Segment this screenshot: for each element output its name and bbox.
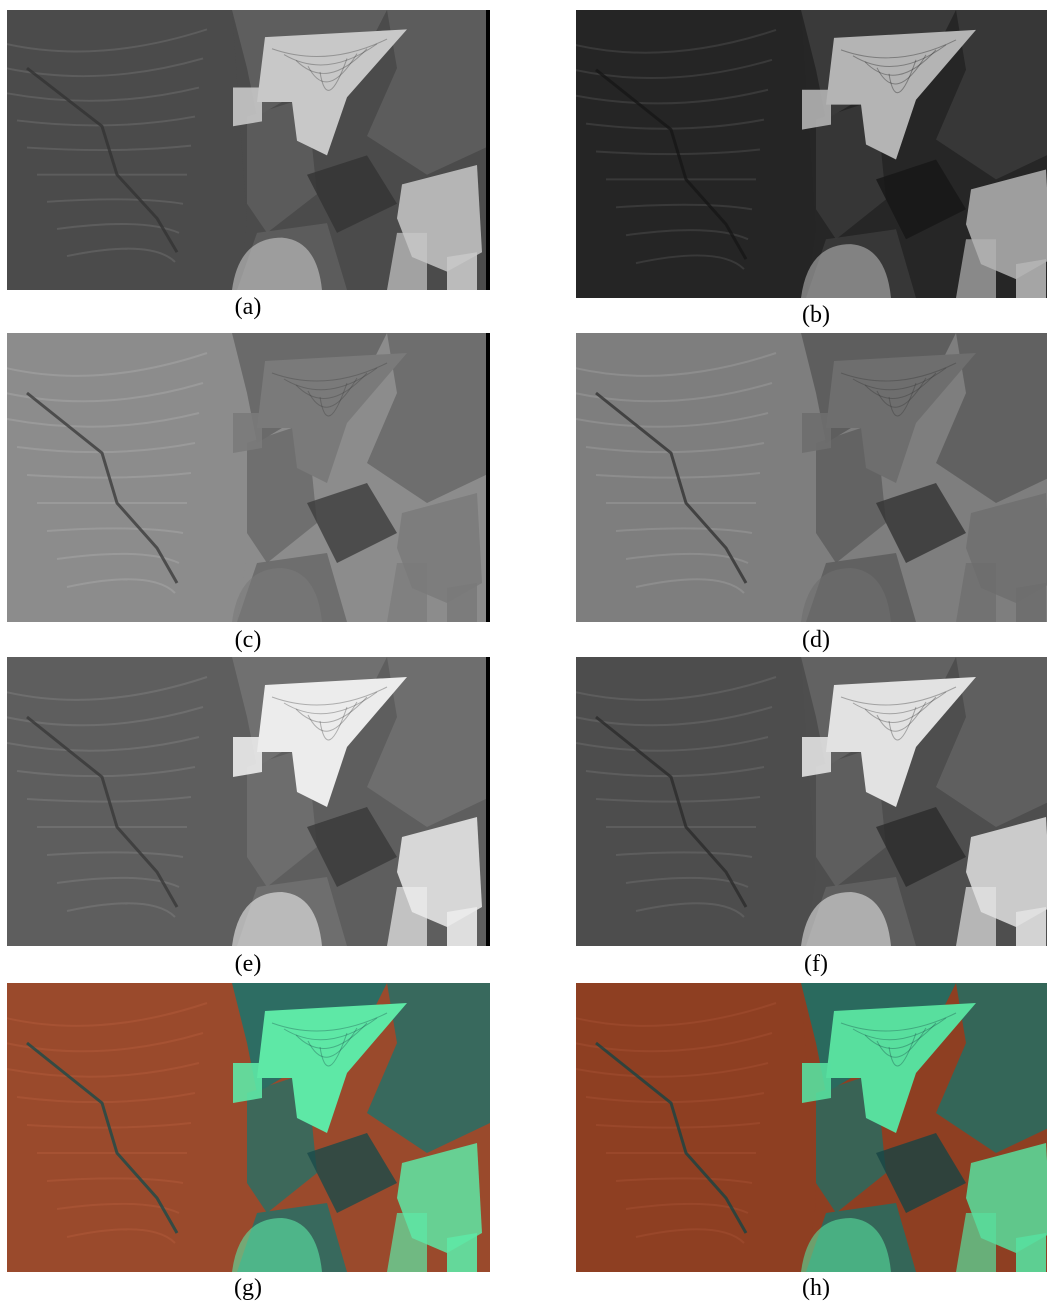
panel-d-image xyxy=(576,333,1047,622)
panel-g-image xyxy=(7,983,490,1272)
panel-f-image xyxy=(576,657,1047,946)
panel-b-image xyxy=(576,10,1047,298)
panel-e-caption: (e) xyxy=(234,951,262,977)
panel-a-svg xyxy=(7,10,490,290)
panel-e-image xyxy=(7,657,490,946)
panel-c-svg xyxy=(7,333,490,622)
panel-h-image xyxy=(576,983,1047,1272)
panel-f-caption: (f) xyxy=(804,951,828,977)
panel-d-caption: (d) xyxy=(802,627,830,653)
panel-c-image xyxy=(7,333,490,622)
panel-g-caption: (g) xyxy=(234,1275,262,1301)
panel-f-svg xyxy=(576,657,1047,946)
panel-e-svg xyxy=(7,657,490,946)
panel-b-caption: (b) xyxy=(802,302,830,328)
panel-d-svg xyxy=(576,333,1047,622)
panel-h-svg xyxy=(576,983,1047,1272)
panel-c-caption: (c) xyxy=(234,627,262,653)
panel-a-caption: (a) xyxy=(234,294,262,320)
panel-g-svg xyxy=(7,983,490,1272)
panel-a-image xyxy=(7,10,490,290)
panel-b-svg xyxy=(576,10,1047,298)
panel-h-caption: (h) xyxy=(802,1275,830,1301)
